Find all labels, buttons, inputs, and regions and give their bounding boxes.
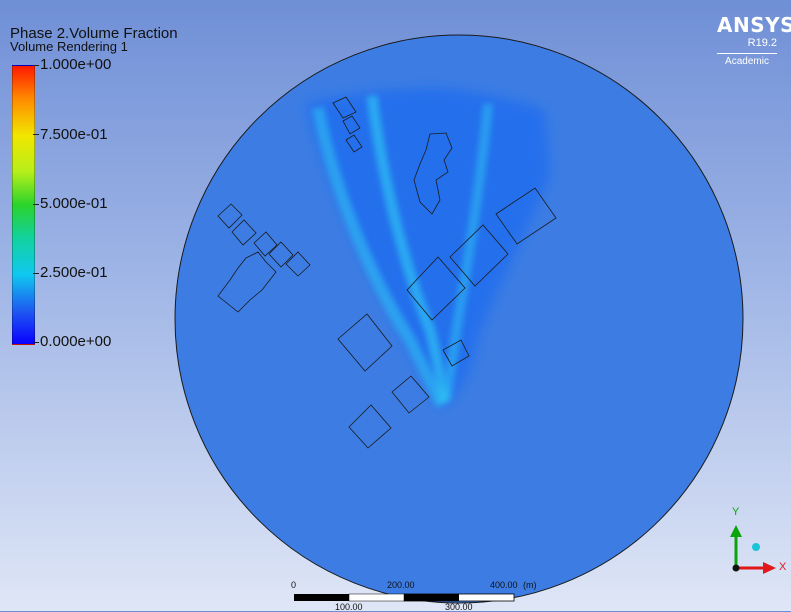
building-outline [391,375,430,414]
scale-label-100: 100.00 [335,602,363,612]
scale-label-400: 400.00 [490,580,518,590]
legend-tick [33,342,39,343]
legend-tick [33,65,39,66]
scale-bar [294,593,515,602]
building-outlines [217,96,557,449]
variable-title: Phase 2.Volume Fraction [10,25,178,42]
legend-tick-label: 7.500e-01 [40,126,108,143]
legend-tick-label: 2.500e-01 [40,264,108,281]
logo-edition: Academic [717,53,777,68]
axis-y-label: Y [732,506,740,518]
logo-version: R19.2 [747,37,777,49]
building-outline [231,219,257,246]
building-outline [413,132,453,215]
building-outline [337,313,393,372]
axis-triad [730,525,776,574]
legend-tick [33,204,39,205]
legend-tick [33,273,39,274]
building-outline [268,241,294,268]
axis-x-label: X [779,561,787,573]
rendering-label: Volume Rendering 1 [10,39,128,54]
building-outline [442,339,470,367]
legend-tick [33,134,39,135]
legend-tick-label: 0.000e+00 [40,333,112,350]
scale-label-300: 300.00 [445,602,473,612]
legend-colorbar [12,65,35,345]
building-outline [348,404,392,449]
plume-layer [306,88,550,408]
legend-tick-label: 5.000e-01 [40,195,108,212]
legend-tick-label: 1.000e+00 [40,56,112,73]
building-outline [217,203,243,229]
building-outline [253,231,278,257]
ansys-logo: ANSYS R19.2 Academic [717,13,791,68]
scale-label-200: 200.00 [387,580,415,590]
building-outline [406,256,466,321]
building-outline [285,251,311,277]
scale-label-0: 0 [291,580,297,590]
scale-unit: (m) [523,580,537,590]
building-outline [345,134,363,153]
building-outline [449,224,509,287]
building-outline [495,187,557,245]
building-outline [217,251,277,313]
building-outline [342,115,361,135]
logo-product: ANSYS [717,13,791,37]
building-outline [332,96,357,119]
